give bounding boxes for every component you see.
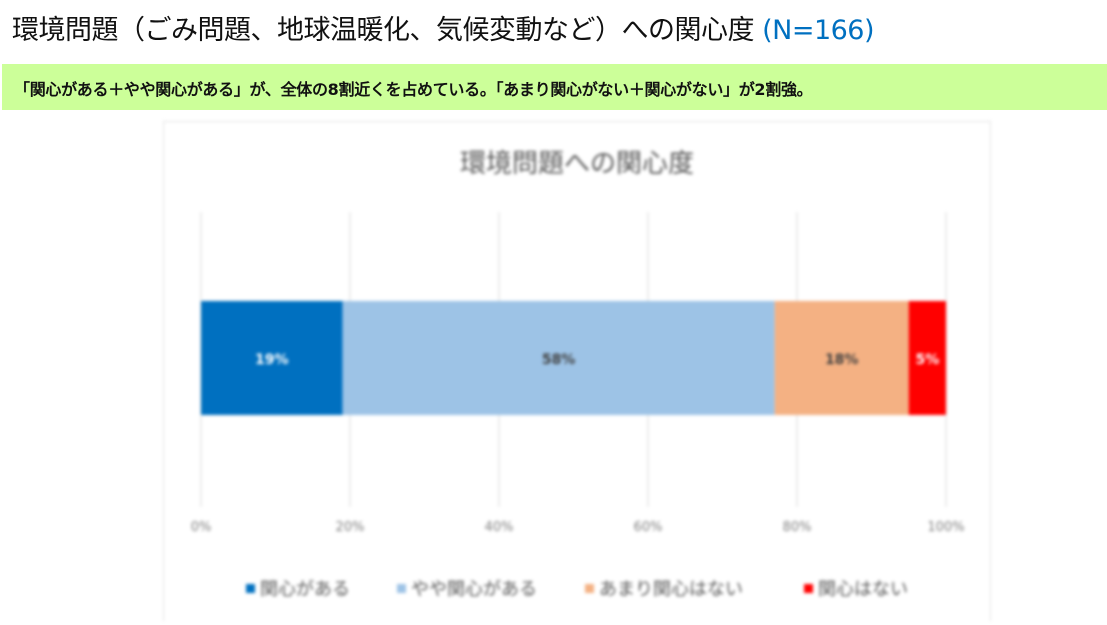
bar-segment (774, 301, 909, 415)
chart: 環境問題への関心度 0% 20% 40% 60% 80% 100% 19% 58% 18% 5% 関心… (163, 121, 991, 621)
x-tick-label: 80% (783, 520, 812, 535)
bar-segment (908, 301, 946, 415)
legend-label: 関心はない (818, 579, 908, 600)
sample-size: (N=166) (762, 15, 875, 46)
x-tick-label: 20% (336, 520, 365, 535)
legend-swatch (397, 584, 406, 593)
bar-segment (342, 301, 775, 415)
data-label: 19% (255, 352, 289, 368)
x-tick-label: 0% (191, 520, 212, 535)
data-label: 5% (915, 352, 939, 368)
legend-swatch (246, 584, 255, 593)
page-title: 環境問題（ごみ問題、地球温暖化、気候変動など）への関心度 (N=166) (12, 8, 875, 47)
legend-label: あまり関心はない (599, 579, 743, 600)
summary-text: 「関心がある＋やや関心がある」が、全体の8割近くを占めている。「あまり関心がない… (14, 80, 813, 99)
chart-title: 環境問題への関心度 (460, 149, 694, 179)
data-label: 18% (825, 352, 859, 368)
summary-banner: 「関心がある＋やや関心がある」が、全体の8割近くを占めている。「あまり関心がない… (2, 64, 1107, 110)
title-text: 環境問題（ごみ問題、地球温暖化、気候変動など）への関心度 (12, 15, 755, 46)
bar-segment (201, 301, 343, 415)
x-tick-label: 40% (485, 520, 514, 535)
legend-swatch (585, 584, 594, 593)
x-tick-label: 100% (927, 520, 964, 535)
legend-swatch (804, 584, 813, 593)
legend-label: やや関心がある (411, 579, 537, 600)
data-label: 58% (542, 352, 576, 368)
legend-label: 関心がある (260, 579, 350, 600)
x-tick-label: 60% (634, 520, 663, 535)
chart-svg: 環境問題への関心度 0% 20% 40% 60% 80% 100% 19% 58% 18% 5% 関心… (191, 149, 965, 600)
